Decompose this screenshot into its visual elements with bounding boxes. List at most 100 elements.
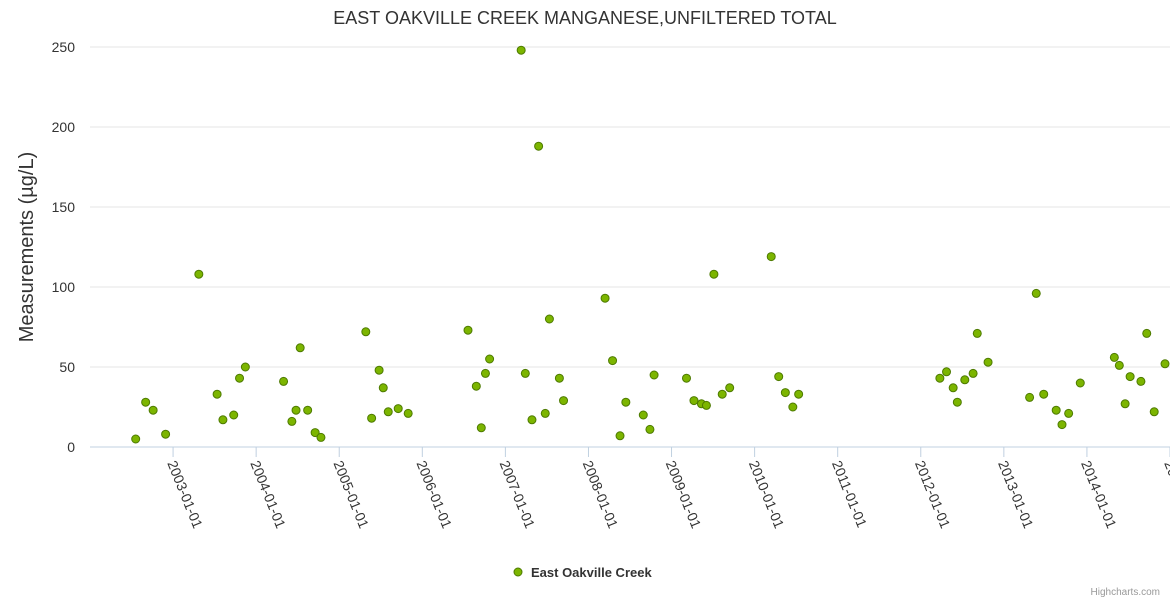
data-point[interactable] — [212, 389, 222, 399]
data-point[interactable] — [141, 397, 151, 407]
data-point[interactable] — [948, 383, 958, 393]
data-point[interactable] — [1160, 359, 1170, 369]
data-point[interactable] — [649, 370, 659, 380]
data-point[interactable] — [310, 428, 320, 438]
data-point[interactable] — [780, 388, 790, 398]
data-point[interactable] — [316, 432, 326, 442]
data-point[interactable] — [1057, 420, 1067, 430]
data-point[interactable] — [968, 368, 978, 378]
data-point[interactable] — [788, 402, 798, 412]
data-point[interactable] — [374, 365, 384, 375]
data-point[interactable] — [608, 356, 618, 366]
data-point[interactable] — [485, 354, 495, 364]
y-tick-label: 150 — [52, 199, 76, 215]
data-point[interactable] — [544, 314, 554, 324]
data-point[interactable] — [725, 383, 735, 393]
data-point[interactable] — [463, 325, 473, 335]
data-point[interactable] — [983, 357, 993, 367]
data-point[interactable] — [240, 362, 250, 372]
data-point[interactable] — [534, 141, 544, 151]
data-point[interactable] — [600, 293, 610, 303]
x-tick-label: 2011-01-01 — [829, 458, 870, 530]
data-point[interactable] — [480, 368, 490, 378]
y-tick-label: 250 — [52, 39, 76, 55]
data-point[interactable] — [229, 410, 239, 420]
data-point[interactable] — [615, 431, 625, 441]
data-point[interactable] — [148, 405, 158, 415]
x-axis-ticks: 2003-01-01 2004-01-01 2005-01-01 2006-01-01… — [164, 447, 1170, 531]
data-point[interactable] — [1149, 407, 1159, 417]
data-point[interactable] — [1142, 328, 1152, 338]
data-point[interactable] — [559, 396, 569, 406]
data-point[interactable] — [717, 389, 727, 399]
data-point[interactable] — [709, 269, 719, 279]
y-tick-label: 0 — [67, 439, 75, 455]
data-point[interactable] — [403, 408, 413, 418]
data-point[interactable] — [935, 373, 945, 383]
data-point[interactable] — [383, 407, 393, 417]
data-point[interactable] — [645, 424, 655, 434]
chart-title: EAST OAKVILLE CREEK MANGANESE,UNFILTERED… — [333, 8, 836, 28]
data-point[interactable] — [554, 373, 564, 383]
data-point[interactable] — [1025, 392, 1035, 402]
data-point[interactable] — [471, 381, 481, 391]
y-axis-label: Measurements (µg/L) — [16, 152, 38, 342]
data-point[interactable] — [1125, 372, 1135, 382]
data-point[interactable] — [794, 389, 804, 399]
data-point[interactable] — [1075, 378, 1085, 388]
data-point[interactable] — [1031, 288, 1041, 298]
data-point[interactable] — [766, 252, 776, 262]
data-point[interactable] — [952, 397, 962, 407]
data-point[interactable] — [621, 397, 631, 407]
data-point[interactable] — [1114, 360, 1124, 370]
x-tick-label: 2013-01-01 — [995, 458, 1037, 531]
data-point[interactable] — [520, 368, 530, 378]
legend[interactable]: East Oakville Creek — [513, 565, 652, 580]
x-tick-label: 2015-01-01 — [1161, 458, 1170, 531]
x-tick-label: 2007-01-01 — [497, 458, 539, 531]
data-point[interactable] — [161, 429, 171, 439]
legend-item-label[interactable]: East Oakville Creek — [531, 565, 652, 580]
data-point[interactable] — [638, 410, 648, 420]
x-tick-label: 2004-01-01 — [247, 458, 289, 531]
data-point[interactable] — [303, 405, 313, 415]
data-point[interactable] — [972, 328, 982, 338]
data-point[interactable] — [235, 373, 245, 383]
data-points[interactable] — [131, 45, 1170, 444]
data-point[interactable] — [540, 408, 550, 418]
x-tick-label: 2005-01-01 — [330, 458, 372, 531]
y-tick-label: 200 — [52, 119, 76, 135]
data-point[interactable] — [960, 375, 970, 385]
data-point[interactable] — [516, 45, 526, 55]
x-tick-label: 2008-01-01 — [580, 458, 622, 531]
data-point[interactable] — [476, 423, 486, 433]
data-point[interactable] — [378, 383, 388, 393]
data-point[interactable] — [361, 327, 371, 337]
data-point[interactable] — [279, 376, 289, 386]
data-point[interactable] — [194, 269, 204, 279]
data-point[interactable] — [218, 415, 228, 425]
data-point[interactable] — [701, 400, 711, 410]
data-point[interactable] — [1039, 389, 1049, 399]
data-point[interactable] — [1136, 376, 1146, 386]
data-point[interactable] — [774, 372, 784, 382]
data-point[interactable] — [131, 434, 141, 444]
data-point[interactable] — [295, 343, 305, 353]
data-point[interactable] — [689, 396, 699, 406]
data-point[interactable] — [942, 367, 952, 377]
data-point[interactable] — [393, 404, 403, 414]
data-point[interactable] — [287, 416, 297, 426]
data-point[interactable] — [367, 413, 377, 423]
x-tick-label: 2012-01-01 — [912, 458, 954, 531]
credits-link[interactable]: Highcharts.com — [1091, 587, 1160, 598]
data-point[interactable] — [291, 405, 301, 415]
x-tick-label: 2014-01-01 — [1078, 458, 1120, 531]
data-point[interactable] — [681, 373, 691, 383]
data-point[interactable] — [1120, 399, 1130, 409]
data-point[interactable] — [1051, 405, 1061, 415]
data-point[interactable] — [1064, 408, 1074, 418]
x-tick-label: 2006-01-01 — [414, 458, 456, 531]
data-point[interactable] — [1109, 352, 1119, 362]
legend-marker-icon — [513, 567, 523, 577]
data-point[interactable] — [527, 415, 537, 425]
